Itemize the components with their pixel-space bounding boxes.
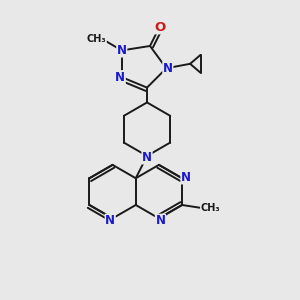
Text: CH₃: CH₃: [200, 203, 220, 213]
Text: N: N: [181, 171, 191, 184]
Text: N: N: [142, 151, 152, 164]
Text: N: N: [115, 71, 125, 84]
Text: CH₃: CH₃: [87, 34, 106, 44]
Text: N: N: [155, 214, 165, 227]
Text: N: N: [163, 62, 173, 75]
Text: N: N: [105, 214, 115, 227]
Text: O: O: [154, 21, 166, 34]
Text: N: N: [117, 44, 127, 57]
